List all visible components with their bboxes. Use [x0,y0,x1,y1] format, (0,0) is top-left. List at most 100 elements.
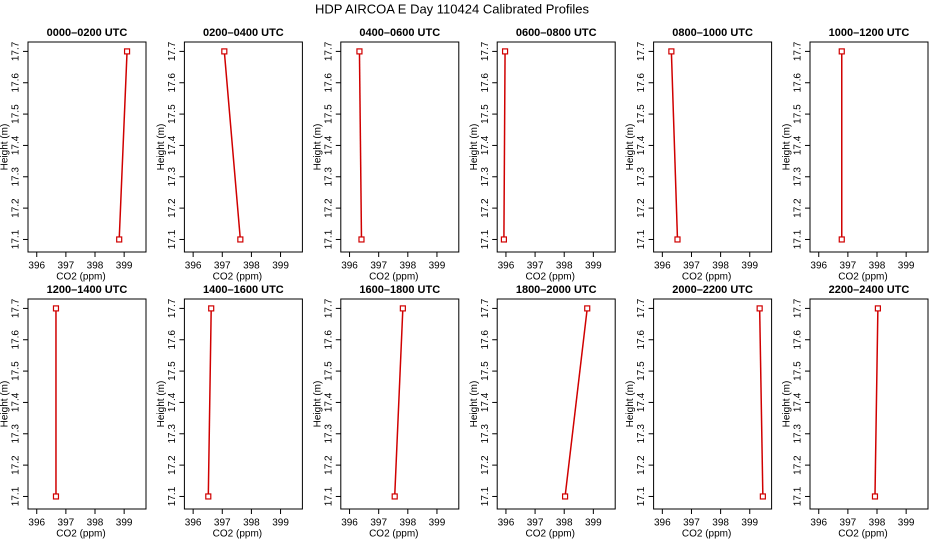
y-tick-label: 17.5 [167,104,178,124]
y-tick-label: 17.3 [636,424,647,444]
x-tick-label: 397 [214,518,231,529]
profile-point [52,305,60,312]
panel-title: 2200–2400 UTC [829,284,910,296]
panel-title: 2000–2200 UTC [672,284,753,296]
y-tick-label: 17.3 [167,167,178,187]
profile-point [356,48,363,55]
x-tick-label: 399 [116,518,133,529]
y-tick-label: 17.4 [636,135,647,155]
y-tick-label: 17.2 [11,198,22,218]
y-tick-label: 17.7 [793,298,804,318]
y-tick-label: 17.3 [167,424,178,444]
x-axis-label: CO2 (ppm) [682,529,731,540]
profile-line [118,51,128,240]
y-axis-label: Height (m) [156,381,167,428]
x-tick-label: 397 [840,518,857,529]
x-tick-label: 398 [556,261,573,272]
y-tick-label: 17.7 [11,298,22,318]
y-tick-label: 17.2 [323,198,334,218]
y-tick-label: 17.5 [11,104,22,124]
x-tick-label: 397 [214,261,231,272]
y-tick-label: 17.5 [793,361,804,381]
y-tick-label: 17.2 [636,198,647,218]
profile-point [874,305,881,312]
plot-frame [653,298,773,510]
y-axis-label: Height (m) [0,124,11,171]
y-tick-label: 17.6 [793,330,804,350]
y-tick-label: 17.1 [793,229,804,249]
x-tick-label: 399 [585,518,602,529]
y-tick-label: 17.3 [323,424,334,444]
x-tick-label: 396 [28,261,45,272]
y-tick-label: 17.6 [323,73,334,93]
x-tick-label: 398 [87,518,104,529]
x-tick-label: 396 [654,518,671,529]
y-axis-label: Height (m) [469,381,480,428]
plot-frame [653,41,773,253]
x-axis-label: CO2 (ppm) [838,529,887,540]
x-tick-label: 397 [58,261,75,272]
profile-line [393,308,404,497]
profile-line [358,51,363,240]
y-tick-label: 17.6 [11,330,22,350]
y-tick-label: 17.7 [167,298,178,318]
y-tick-label: 17.4 [11,135,22,155]
y-tick-label: 17.4 [167,135,178,155]
x-tick-label: 399 [898,261,915,272]
profile-point [674,236,681,243]
profile-point [221,48,228,55]
y-tick-label: 17.2 [480,455,491,475]
x-tick-label: 398 [243,261,260,272]
y-tick-label: 17.3 [480,424,491,444]
x-tick-label: 399 [585,261,602,272]
x-tick-label: 397 [527,261,544,272]
y-tick-label: 17.5 [480,361,491,381]
y-tick-label: 17.7 [167,41,178,61]
x-tick-label: 399 [741,518,758,529]
y-axis-label: Height (m) [782,381,793,428]
profile-point [561,493,569,500]
x-tick-label: 396 [498,518,515,529]
y-axis-label: Height (m) [469,124,480,171]
x-tick-label: 397 [683,518,700,529]
x-axis-label: CO2 (ppm) [369,272,418,283]
plot-frame [809,41,929,253]
y-tick-label: 17.2 [167,198,178,218]
y-tick-label: 17.1 [323,229,334,249]
x-axis-label: CO2 (ppm) [525,529,574,540]
y-tick-label: 17.6 [167,330,178,350]
profile-point [871,493,879,500]
y-tick-label: 17.4 [11,392,22,412]
x-tick-label: 396 [810,518,827,529]
y-tick-label: 17.5 [323,361,334,381]
y-tick-label: 17.7 [480,298,491,318]
plot-frame [496,298,616,510]
profile-line [207,308,212,497]
y-tick-label: 17.7 [323,298,334,318]
y-tick-label: 17.2 [793,198,804,218]
plot-frame [809,298,929,510]
plot-frame [27,41,147,253]
panel-title: 0800–1000 UTC [672,27,753,39]
y-tick-label: 17.1 [11,486,22,506]
profile-point [52,493,60,500]
profile-point [208,305,215,312]
x-tick-label: 397 [370,518,387,529]
profile-line [503,51,506,240]
y-tick-label: 17.4 [793,392,804,412]
profile-line [670,51,679,240]
plot-frame [183,298,303,510]
profile-point [358,236,365,243]
y-tick-label: 17.6 [167,73,178,93]
x-axis-label: CO2 (ppm) [213,272,262,283]
x-axis-label: CO2 (ppm) [56,272,105,283]
y-tick-label: 17.6 [323,330,334,350]
x-axis-label: CO2 (ppm) [838,272,887,283]
x-tick-label: 396 [498,261,515,272]
x-tick-label: 397 [683,261,700,272]
y-axis-label: Height (m) [156,124,167,171]
profile-point [205,493,212,500]
profile-point [838,236,845,243]
y-tick-label: 17.3 [11,424,22,444]
